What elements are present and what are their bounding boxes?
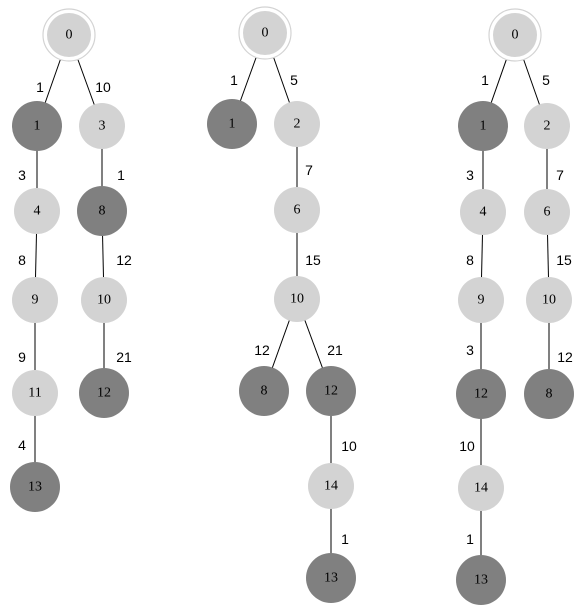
edge-weight-label: 3 — [18, 167, 26, 183]
node-label: 6 — [544, 205, 551, 220]
node-label: 13 — [324, 571, 338, 586]
light-node: 6 — [524, 189, 570, 235]
edge-weight-label: 1 — [341, 531, 349, 547]
light-node: 10 — [274, 276, 320, 322]
light-node: 10 — [81, 277, 127, 323]
edge-weight-label: 4 — [18, 437, 26, 453]
node-label: 12 — [324, 384, 338, 399]
edge-weight-label: 7 — [305, 162, 313, 178]
node-label: 12 — [97, 386, 111, 401]
light-node: 11 — [12, 370, 58, 416]
root-node: 0 — [238, 6, 292, 60]
root-node: 0 — [42, 8, 96, 62]
node-label: 10 — [290, 292, 304, 307]
light-node: 6 — [274, 187, 320, 233]
node-label: 3 — [99, 119, 106, 134]
dark-node: 1 — [12, 101, 62, 151]
edge-weight-label: 10 — [459, 438, 475, 454]
edge-weight-label: 15 — [305, 252, 321, 268]
node-label: 2 — [294, 117, 301, 132]
dark-node: 12 — [79, 368, 129, 418]
edge-weight-label: 1 — [466, 531, 474, 547]
node-label: 1 — [229, 117, 236, 132]
light-node: 9 — [12, 277, 58, 323]
node-label: 6 — [294, 203, 301, 218]
edge-weight-label: 3 — [466, 342, 474, 358]
dark-node: 8 — [77, 186, 127, 236]
edge-weight-label: 12 — [557, 349, 573, 365]
edge-weight-label: 1 — [481, 72, 489, 88]
dark-node: 13 — [456, 555, 506, 605]
edge-weight-label: 15 — [556, 252, 572, 268]
edge-weight-label: 7 — [556, 167, 564, 183]
light-node: 4 — [14, 188, 60, 234]
dark-node: 1 — [458, 101, 508, 151]
node-label: 4 — [34, 204, 41, 219]
node-label: 1 — [480, 119, 487, 134]
dark-node: 13 — [10, 462, 60, 512]
edge-weight-label: 12 — [116, 252, 132, 268]
dark-node: 8 — [524, 369, 574, 419]
light-node: 2 — [274, 101, 320, 147]
edge-weight-label: 1 — [230, 72, 238, 88]
node-label: 14 — [324, 479, 338, 494]
dark-node: 1 — [207, 99, 257, 149]
dark-node: 12 — [456, 369, 506, 419]
node-label: 0 — [512, 28, 519, 43]
node-label: 13 — [28, 480, 42, 495]
node-label: 2 — [544, 119, 551, 134]
light-node: 4 — [460, 189, 506, 235]
node-label: 0 — [262, 26, 269, 41]
light-node: 14 — [458, 465, 504, 511]
edge-weight-label: 12 — [254, 342, 270, 358]
edge-weight-label: 3 — [466, 167, 474, 183]
edge-weight-label: 5 — [542, 72, 550, 88]
light-node: 2 — [524, 103, 570, 149]
edge-weight-label: 1 — [117, 167, 125, 183]
edge-weight-label: 9 — [18, 349, 26, 365]
node-label: 9 — [478, 293, 485, 308]
node-label: 8 — [546, 387, 553, 402]
node-label: 9 — [32, 293, 39, 308]
edge-weight-label: 10 — [95, 79, 111, 95]
node-label: 10 — [542, 293, 556, 308]
light-node: 10 — [526, 277, 572, 323]
edge-weight-label: 21 — [116, 349, 132, 365]
node-label: 4 — [480, 205, 487, 220]
light-node: 3 — [79, 103, 125, 149]
root-node: 0 — [488, 8, 542, 62]
edge-weight-label: 8 — [466, 252, 474, 268]
node-label: 11 — [28, 386, 41, 401]
dark-node: 8 — [239, 366, 289, 416]
light-node: 14 — [308, 463, 354, 509]
edge-weight-label: 8 — [18, 252, 26, 268]
node-label: 1 — [34, 119, 41, 134]
node-label: 8 — [99, 204, 106, 219]
node-label: 14 — [474, 481, 488, 496]
node-label: 0 — [66, 28, 73, 43]
dark-node: 12 — [306, 366, 356, 416]
edge-weight-label: 21 — [327, 342, 343, 358]
edge-weight-label: 1 — [36, 79, 44, 95]
edge-weight-label: 5 — [290, 72, 298, 88]
edge-weight-label: 10 — [341, 438, 357, 454]
dark-node: 13 — [306, 553, 356, 603]
node-label: 13 — [474, 573, 488, 588]
node-label: 10 — [97, 293, 111, 308]
light-node: 9 — [458, 277, 504, 323]
node-label: 8 — [261, 384, 268, 399]
node-label: 12 — [474, 387, 488, 402]
